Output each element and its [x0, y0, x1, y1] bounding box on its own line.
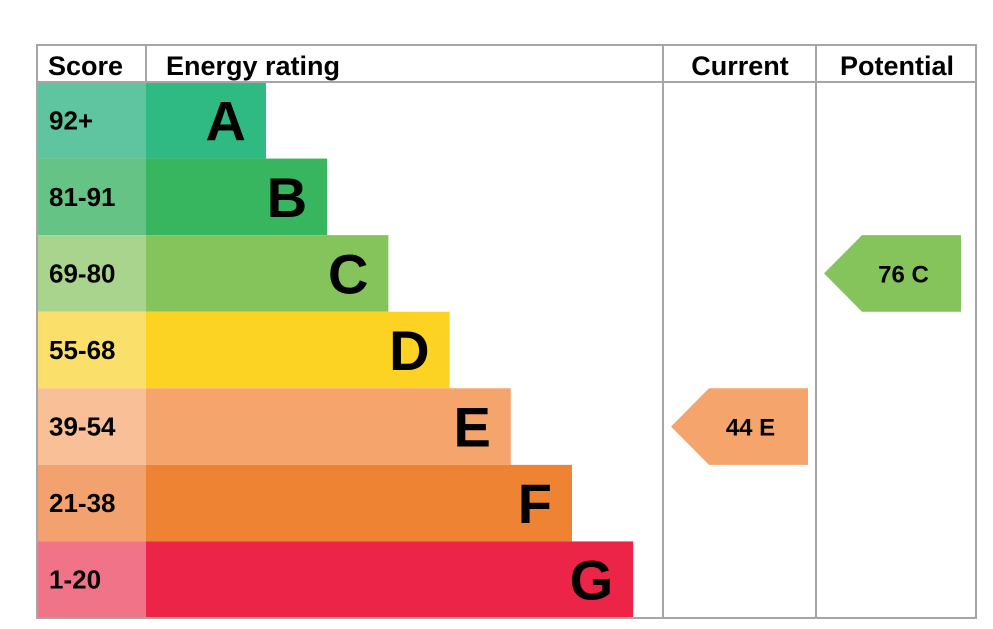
score-range-f: 21-38	[49, 488, 116, 518]
potential-rating-arrow	[824, 235, 961, 312]
score-cell-g	[37, 541, 146, 618]
band-bar-g	[146, 541, 634, 618]
band-letter-e: E	[453, 396, 490, 459]
band-letter-d: D	[389, 319, 429, 382]
band-bar-a	[146, 82, 266, 159]
table-grid	[36, 44, 977, 619]
band-bar-f	[146, 464, 572, 542]
score-cell-b	[37, 158, 146, 236]
score-range-d: 55-68	[49, 335, 116, 365]
score-cell-a	[37, 82, 146, 159]
score-range-c: 69-80	[49, 258, 116, 288]
band-bar-b	[146, 158, 328, 236]
potential-rating-label: 76 C	[878, 261, 929, 288]
header-score: Score	[48, 51, 123, 81]
band-bar-e	[146, 388, 511, 465]
score-range-e: 39-54	[49, 412, 116, 442]
band-bar-d	[146, 311, 450, 389]
band-letter-c: C	[328, 242, 368, 305]
band-letter-f: F	[518, 472, 552, 535]
band-bar-c	[146, 235, 389, 312]
header-current: Current	[691, 51, 789, 81]
current-rating-arrow	[671, 388, 808, 465]
score-range-g: 1-20	[49, 565, 101, 595]
current-rating-label: 44 E	[726, 415, 775, 442]
score-cell-c	[37, 235, 146, 312]
band-letter-b: B	[267, 166, 307, 229]
score-cell-f	[37, 464, 146, 542]
score-cell-e	[37, 388, 146, 465]
score-range-a: 92+	[49, 105, 93, 135]
header-potential: Potential	[840, 51, 954, 81]
arrows-layer: 44 E 76 C	[671, 235, 961, 465]
band-letter-a: A	[206, 89, 246, 152]
score-cell-d	[37, 311, 146, 389]
band-letter-g: G	[570, 549, 614, 612]
bands-layer: 92+ A 81-91 B 69-80 C 55-68 D 39-54 E 21-38 F 1-20 G	[37, 82, 634, 618]
table-border	[36, 44, 977, 619]
header-energy-rating: Energy rating	[166, 51, 340, 81]
score-range-b: 81-91	[49, 182, 116, 212]
